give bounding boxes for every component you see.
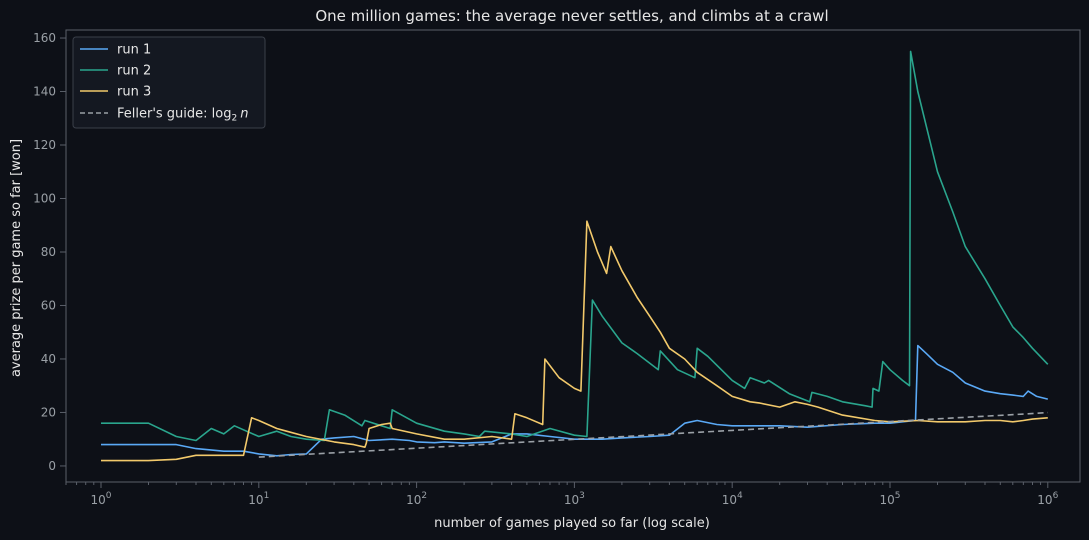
y-axis-label: average prize per game so far [won]: [9, 139, 24, 377]
x-axis-label: number of games played so far (log scale…: [434, 516, 710, 531]
series-line-run-2: [101, 50, 1049, 442]
y-tick-label: 0: [48, 459, 56, 473]
y-tick-label: 40: [41, 352, 56, 366]
y-tick-label: 60: [41, 298, 56, 312]
y-tick-label: 20: [41, 405, 56, 419]
series-line-run-1: [101, 344, 1048, 457]
y-tick-label: 120: [33, 138, 56, 152]
legend-box: [72, 36, 266, 129]
series-layer: [101, 50, 1049, 462]
x-tick-label: 106: [1037, 491, 1058, 507]
y-tick-label: 80: [41, 245, 56, 259]
legend-guide-sub: 2: [232, 114, 238, 124]
y-tick-label: 100: [33, 191, 56, 205]
guide-line: [258, 411, 1048, 458]
chart-title: One million games: the average never set…: [315, 7, 828, 25]
legend-label-run-2: run 2: [117, 64, 151, 79]
legend-label-run-3: run 3: [117, 85, 151, 100]
plot-frame: [65, 29, 1081, 483]
legend: run 1 run 2 run 3 Feller's guide: log2 n: [72, 36, 266, 129]
x-tick-label: 103: [564, 491, 585, 507]
series-line-run-3: [101, 220, 1048, 462]
x-tick-label: 100: [90, 491, 111, 507]
plot-area: [65, 29, 1081, 483]
y-tick-label: 160: [33, 31, 56, 45]
legend-label-guide: Feller's guide: log2 n: [117, 107, 248, 124]
x-tick-label: 101: [248, 491, 269, 507]
legend-guide-var: n: [240, 107, 248, 122]
y-axis-ticks: 0 20 40 60 80 100 120 140 160: [33, 31, 66, 473]
x-tick-label: 102: [406, 491, 427, 507]
x-tick-label: 104: [722, 491, 743, 507]
x-tick-label: 105: [879, 491, 900, 507]
x-axis-ticks: 100 101 102 103 104 105 106: [65, 482, 1059, 507]
legend-label-run-1: run 1: [117, 43, 151, 58]
y-tick-label: 140: [33, 85, 56, 99]
legend-guide-prefix: Feller's guide: log: [117, 107, 232, 122]
